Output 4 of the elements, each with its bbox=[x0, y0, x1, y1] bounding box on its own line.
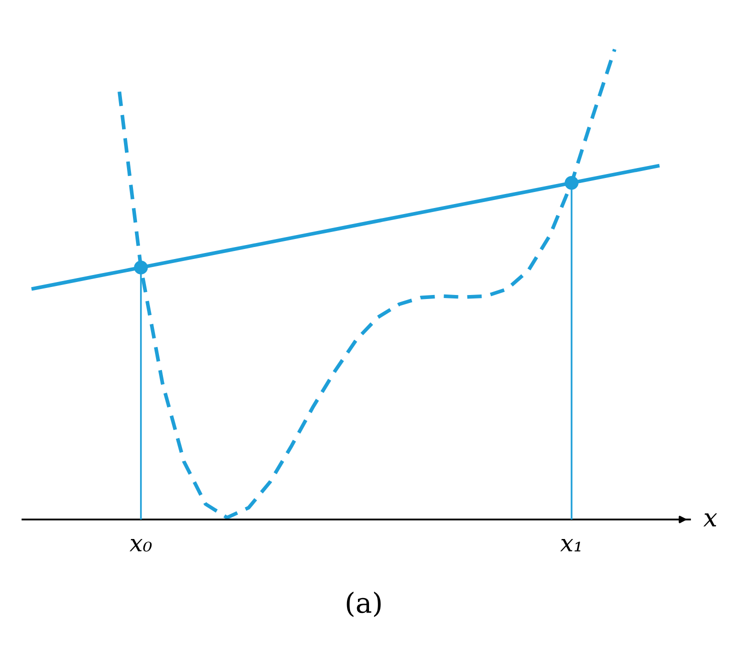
text: (a) bbox=[346, 592, 381, 618]
x-tick-label: x₀ bbox=[130, 539, 152, 552]
x-tick-label: x₁ bbox=[560, 539, 580, 552]
x-axis-title: x bbox=[703, 513, 718, 526]
